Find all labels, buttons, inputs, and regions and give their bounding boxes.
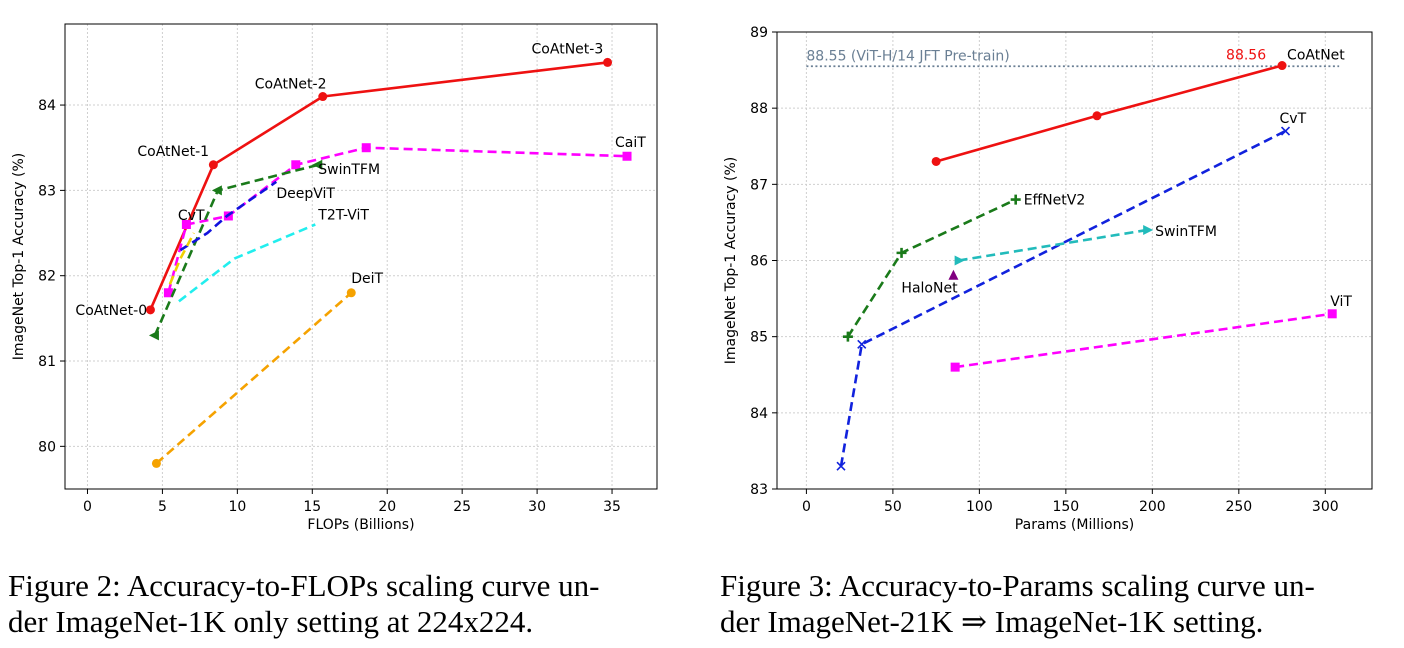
fig2-series-coatnet-point [208,160,218,170]
fig3-x-tick-label: 250 [1225,499,1252,515]
fig2-x-tick-label: 35 [603,499,621,515]
fig2-y-tick-label: 82 [38,269,56,285]
fig2-x-tick-label: 5 [158,499,167,515]
fig3-series-cvt-point [1280,126,1291,136]
fig2-annotation-coatnet-2: CoAtNet-2 [255,77,327,93]
fig3-series-halonet-point [948,269,959,280]
fig2-annotation-swintfm: SwinTFM [318,162,380,178]
fig2-x-tick-label: 25 [453,499,471,515]
fig2-x-tick-label: 30 [528,499,546,515]
fig2-x-tick-label: 0 [83,499,92,515]
fig2-series-t2t-vit-line [178,223,316,303]
figure-3-caption-line-2: der ImageNet-21K ⇒ ImageNet-1K setting. [720,604,1264,639]
fig3-series-swintfm-point [1143,225,1154,236]
figure-2-caption: Figure 2: Accuracy-to-FLOPs scaling curv… [8,568,688,640]
fig3-series-vit-point [1327,309,1337,319]
fig3-series-vit-line [955,312,1333,369]
fig2-annotation-cvt: CvT [178,208,205,224]
fig3-series-swintfm-point [954,255,965,266]
fig2-x-tick-label: 20 [378,499,396,515]
fig3-y-tick-label: 89 [750,25,768,41]
fig2-series-coatnet-point [145,305,155,315]
fig3-x-tick-label: 150 [1052,499,1079,515]
figure-2-caption-line-1: Figure 2: Accuracy-to-FLOPs scaling curv… [8,568,600,603]
fig2-annotation-coatnet-0: CoAtNet-0 [75,303,147,319]
fig3-y-tick-label: 85 [750,330,768,346]
fig2-annotation-t2t-vit: T2T-ViT [317,208,369,224]
fig2-series-cait-point [361,143,371,153]
fig3-series-coatnet-line [935,64,1283,163]
fig3-series-effnetv2-point [1010,194,1021,205]
fig3-annotation-88-56: 88.56 [1226,48,1266,64]
figure-3-caption: Figure 3: Accuracy-to-Params scaling cur… [720,568,1400,640]
figure-2-chart: 0 5 10 15 20 25 30 35 80 81 82 83 84 CoAtNet-0 CoAtNet… [11,23,658,533]
fig3-y-tick-label: 83 [750,482,768,498]
fig3-annotation-vit: ViT [1330,294,1352,310]
fig3-series-effnetv2-line [846,198,1017,338]
fig2-series-deit-line [155,291,353,465]
fig2-x-tick-label: 15 [303,499,321,515]
figure-3-caption-line-1: Figure 3: Accuracy-to-Params scaling cur… [720,568,1315,603]
fig3-annotation-effnetv2: EffNetV2 [1024,193,1086,209]
fig2-series-cait-point [622,151,632,161]
fig2-y-axis-label: ImageNet Top-1 Accuracy (%) [11,153,27,361]
fig3-series-vit-point [950,362,960,372]
fig3-y-axis-label: ImageNet Top-1 Accuracy (%) [723,157,739,365]
fig2-annotation-coatnet-3: CoAtNet-3 [532,41,604,57]
fig3-x-tick-label: 200 [1139,499,1166,515]
fig3-annotation-cvt: CvT [1280,111,1307,127]
fig2-series-swintfm-point [211,185,222,196]
fig2-series-cvt-line [168,232,196,285]
fig2-plot-frame [64,23,658,490]
fig3-annotation-swintfm: SwinTFM [1155,224,1217,240]
fig3-series-cvt-point [857,339,867,349]
fig2-series-cait-point [181,220,191,230]
fig2-series-cait-point [163,288,173,298]
fig2-y-tick-label: 84 [38,98,56,114]
fig3-series-effnetv2-point [896,247,907,258]
fig3-y-tick-label: 87 [750,177,768,193]
fig2-series-cait-point [291,160,301,170]
fig3-series-coatnet-point [931,156,941,166]
fig2-y-tick-label: 80 [38,439,56,455]
fig2-series-deit-point [151,458,161,468]
fig3-series-cvt-line [839,129,1287,467]
fig3-plot-frame [776,31,1373,490]
fig2-series-swintfm-point [148,330,159,341]
fig2-y-tick-label: 83 [38,183,56,199]
fig3-series-coatnet-point [1277,61,1287,71]
fig2-annotation-deit: DeiT [351,271,383,287]
fig2-x-tick-label: 10 [228,499,246,515]
fig2-annotation-coatnet-1: CoAtNet-1 [137,144,209,160]
fig3-series-cvt-point [836,461,846,471]
fig3-reference-label: 88.55 (ViT-H/14 JFT Pre-train) [806,48,1009,64]
fig2-annotation-cait: CaiT [615,135,646,151]
fig2-y-tick-label: 81 [38,354,56,370]
fig3-y-tick-label: 86 [750,254,768,270]
fig2-series-coatnet-point [318,92,328,102]
fig3-x-tick-label: 0 [802,499,811,515]
fig3-x-tick-label: 300 [1312,499,1339,515]
fig3-series-swintfm-line [958,228,1148,262]
fig3-x-tick-label: 100 [966,499,993,515]
fig2-series-deit-point [346,288,356,298]
fig2-series-deepvit-line [179,180,278,252]
fig3-series-effnetv2-point [842,331,853,342]
figure-3-chart: 0 50 100 150 200 250 300 83 84 85 86 87 88 89 88.55 (V… [723,25,1373,533]
figure-2-caption-line-2: der ImageNet-1K only setting at 224x224. [8,604,534,639]
fig3-y-tick-label: 84 [750,406,768,422]
fig2-x-axis-label: FLOPs (Billions) [307,517,414,533]
fig3-annotation-coatnet: CoAtNet [1287,48,1345,64]
fig3-x-tick-label: 50 [884,499,902,515]
fig2-annotation-deepvit: DeepViT [276,186,335,202]
fig3-annotation-halonet: HaloNet [901,281,958,297]
fig2-series-coatnet-point [603,57,613,67]
fig3-x-axis-label: Params (Millions) [1015,517,1134,533]
fig3-series-coatnet-point [1092,111,1102,121]
fig2-series-swintfm-point [312,159,323,170]
fig3-y-tick-label: 88 [750,101,768,117]
